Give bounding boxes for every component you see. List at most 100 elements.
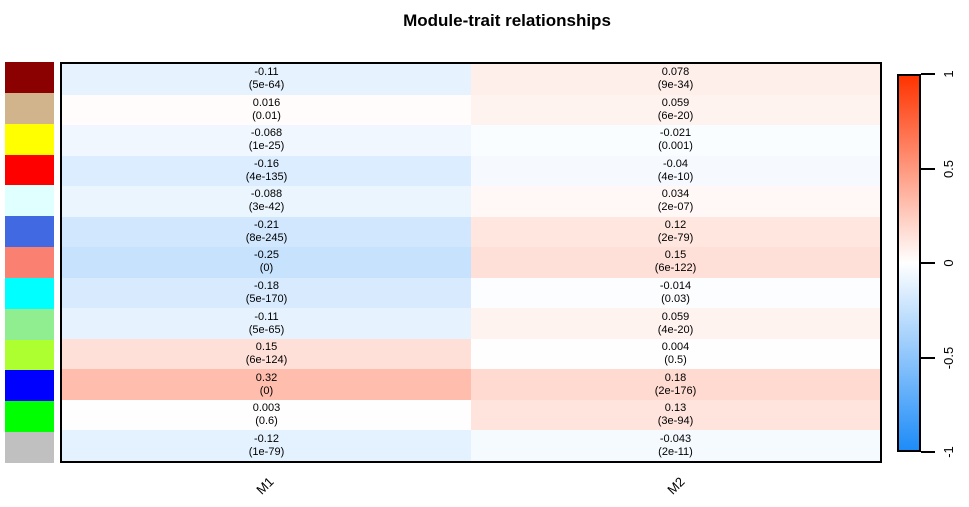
cell-correlation-value: 0.078 — [661, 66, 690, 79]
cell-p-value: (3e-42) — [248, 201, 285, 214]
cell-correlation-value: -0.25 — [253, 249, 280, 262]
cell-correlation-value: -0.014 — [659, 280, 692, 293]
heatmap-cell-lightgreen-M1: -0.11 (5e-65) — [62, 308, 471, 339]
heatmap-cell-salmon-M2: 0.15 (6e-122) — [471, 247, 880, 278]
cell-correlation-value: -0.11 — [254, 66, 279, 79]
heatmap-cell-red-M1: -0.16 (4e-135) — [62, 155, 471, 187]
cell-correlation-value: -0.068 — [250, 127, 283, 140]
cell-p-value: (4e-135) — [245, 170, 288, 183]
cell-correlation-value: 0.003 — [252, 402, 281, 415]
cell-p-value: (5e-170) — [245, 293, 288, 306]
module-color-strip — [5, 62, 54, 463]
cell-p-value: (6e-124) — [245, 354, 288, 367]
module-color-swatch-lightgreen — [5, 308, 54, 340]
heatmap-cell-green-M1: 0.003 (0.6) — [62, 399, 471, 431]
cell-p-value: (4e-20) — [657, 323, 694, 336]
cell-p-value: (0.001) — [658, 140, 693, 153]
heatmap-cell-red-M2: -0.04 (4e-10) — [471, 155, 880, 187]
heatmap-cell-tan-M2: 0.059 (6e-20) — [471, 94, 880, 126]
colorbar-gradient — [897, 74, 921, 452]
colorbar-tick-label: -0.5 — [940, 346, 956, 369]
module-color-swatch-royalblue — [5, 216, 54, 248]
cell-p-value: (6e-20) — [657, 109, 694, 122]
heatmap-cell-greenyellow-M2: 0.004 (0.5) — [471, 338, 880, 370]
cell-p-value: (0.6) — [255, 415, 278, 428]
colorbar-tick-mark — [921, 262, 935, 264]
colorbar-tick-mark — [921, 73, 935, 75]
module-color-swatch-grey — [5, 432, 54, 463]
cell-p-value: (2e-79) — [657, 231, 694, 244]
chart-title: Module-trait relationships — [403, 11, 611, 30]
cell-correlation-value: 0.15 — [255, 341, 278, 354]
cell-correlation-value: -0.021 — [659, 127, 692, 140]
module-color-swatch-red — [5, 154, 54, 186]
heatmap-cell-darkred-M1: -0.11 (5e-64) — [62, 64, 471, 95]
module-color-swatch-yellow — [5, 123, 54, 155]
cell-correlation-value: -0.088 — [250, 188, 283, 201]
cell-p-value: (2e-07) — [657, 201, 694, 214]
heatmap-cell-cyan-M2: -0.014 (0.03) — [471, 277, 880, 309]
heatmap-cell-grey-M2: -0.043 (2e-11) — [471, 430, 880, 461]
cell-p-value: (0) — [259, 384, 274, 397]
cell-correlation-value: 0.059 — [661, 96, 690, 109]
heatmap-cell-lightcyan-M2: 0.034 (2e-07) — [471, 186, 880, 217]
module-color-swatch-green — [5, 401, 54, 433]
cell-p-value: (0.01) — [252, 109, 281, 122]
module-color-swatch-salmon — [5, 247, 54, 278]
colorbar-tick-mark — [921, 451, 935, 453]
x-axis-label-M2: M2 — [663, 474, 688, 498]
cell-correlation-value: 0.18 — [664, 371, 687, 384]
heatmap-cell-yellow-M1: -0.068 (1e-25) — [62, 125, 471, 156]
cell-correlation-value: -0.04 — [662, 157, 689, 170]
heatmap-cell-yellow-M2: -0.021 (0.001) — [471, 125, 880, 156]
cell-correlation-value: 0.12 — [664, 218, 687, 231]
heatmap-cell-salmon-M1: -0.25 (0) — [62, 247, 471, 278]
cell-correlation-value: 0.15 — [664, 249, 687, 262]
cell-p-value: (1e-25) — [248, 140, 285, 153]
heatmap-cell-cyan-M1: -0.18 (5e-170) — [62, 277, 471, 309]
cell-correlation-value: -0.12 — [253, 432, 280, 445]
cell-correlation-value: -0.21 — [253, 218, 280, 231]
module-color-swatch-lightcyan — [5, 185, 54, 217]
cell-p-value: (3e-94) — [657, 415, 694, 428]
cell-p-value: (2e-11) — [658, 445, 693, 458]
cell-correlation-value: 0.004 — [661, 341, 690, 354]
cell-p-value: (5e-65) — [248, 323, 285, 336]
heatmap-cell-tan-M1: 0.016 (0.01) — [62, 94, 471, 126]
cell-p-value: (9e-34) — [657, 79, 694, 92]
cell-correlation-value: -0.11 — [254, 310, 279, 323]
cell-correlation-value: 0.016 — [252, 96, 281, 109]
heatmap-cell-blue-M1: 0.32 (0) — [62, 369, 471, 400]
colorbar-tick-label: -1 — [940, 446, 956, 458]
heatmap-cell-darkred-M2: 0.078 (9e-34) — [471, 64, 880, 95]
module-color-swatch-blue — [5, 370, 54, 402]
colorbar-tick-label: 0.5 — [940, 159, 956, 178]
colorbar-tick-label: 0 — [940, 259, 956, 267]
cell-correlation-value: 0.32 — [255, 371, 278, 384]
colorbar-tick-mark — [921, 167, 935, 170]
cell-p-value: (2e-176) — [654, 384, 697, 397]
heatmap-cell-lightcyan-M1: -0.088 (3e-42) — [62, 186, 471, 217]
heatmap-grid: -0.11 (5e-64) 0.078 (9e-34) 0.016 (0.01) 0.059… — [60, 62, 882, 463]
heatmap-cell-greenyellow-M1: 0.15 (6e-124) — [62, 338, 471, 370]
heatmap-cell-lightgreen-M2: 0.059 (4e-20) — [471, 308, 880, 339]
cell-p-value: (5e-64) — [248, 79, 285, 92]
cell-correlation-value: 0.13 — [664, 402, 687, 415]
cell-correlation-value: 0.034 — [661, 188, 690, 201]
heatmap-cell-blue-M2: 0.18 (2e-176) — [471, 369, 880, 400]
cell-p-value: (1e-79) — [248, 445, 285, 458]
cell-p-value: (8e-245) — [245, 231, 288, 244]
colorbar-tick-mark — [921, 356, 935, 359]
cell-p-value: (0) — [259, 262, 274, 275]
cell-correlation-value: 0.059 — [661, 310, 690, 323]
cell-p-value: (6e-122) — [654, 262, 697, 275]
x-axis-label-M1: M1 — [252, 474, 277, 498]
cell-correlation-value: -0.18 — [253, 280, 280, 293]
cell-correlation-value: -0.16 — [253, 157, 280, 170]
heatmap-cell-royalblue-M2: 0.12 (2e-79) — [471, 216, 880, 248]
heatmap-cell-grey-M1: -0.12 (1e-79) — [62, 430, 471, 461]
module-color-swatch-darkred — [5, 62, 54, 93]
heatmap-cell-royalblue-M1: -0.21 (8e-245) — [62, 216, 471, 248]
module-color-swatch-tan — [5, 92, 54, 124]
